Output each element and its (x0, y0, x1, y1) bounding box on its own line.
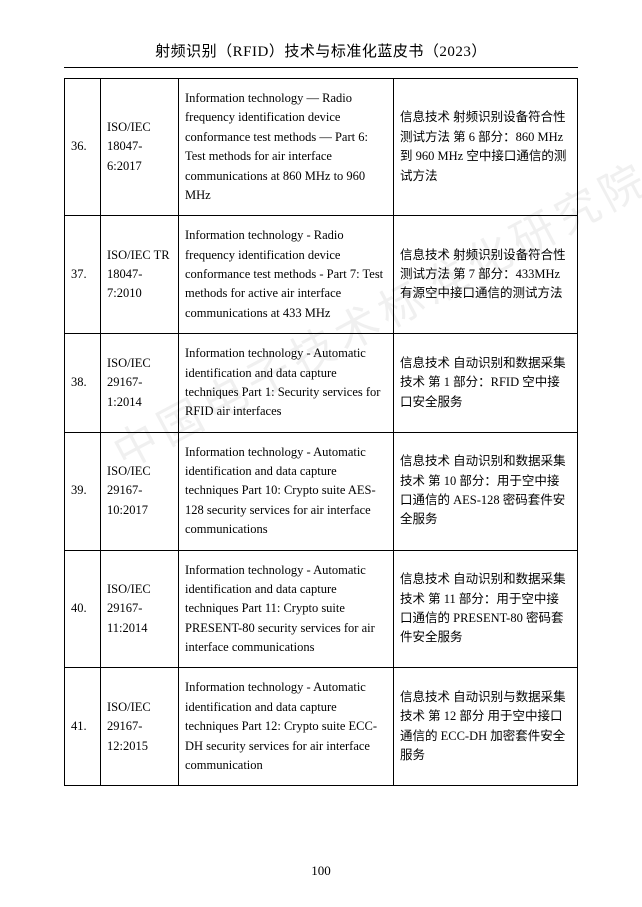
standard-id: ISO/IEC 29167-12:2015 (101, 668, 179, 786)
standards-table-wrap: 36. ISO/IEC 18047-6:2017 Information tec… (64, 78, 578, 786)
standard-id: ISO/IEC 29167-11:2014 (101, 550, 179, 668)
table-row: 40. ISO/IEC 29167-11:2014 Information te… (65, 550, 578, 668)
standards-table: 36. ISO/IEC 18047-6:2017 Information tec… (64, 78, 578, 786)
title-english: Information technology - Automatic ident… (179, 334, 394, 433)
table-row: 41. ISO/IEC 29167-12:2015 Information te… (65, 668, 578, 786)
row-number: 40. (65, 550, 101, 668)
title-english: Information technology - Radio frequency… (179, 216, 394, 334)
table-row: 37. ISO/IEC TR 18047-7:2010 Information … (65, 216, 578, 334)
title-english: Information technology - Automatic ident… (179, 550, 394, 668)
title-chinese: 信息技术 自动识别和数据采集技术 第 11 部分：用于空中接口通信的 PRESE… (394, 550, 578, 668)
standard-id: ISO/IEC TR 18047-7:2010 (101, 216, 179, 334)
table-row: 36. ISO/IEC 18047-6:2017 Information tec… (65, 79, 578, 216)
row-number: 36. (65, 79, 101, 216)
table-row: 38. ISO/IEC 29167-1:2014 Information tec… (65, 334, 578, 433)
row-number: 39. (65, 432, 101, 550)
standard-id: ISO/IEC 29167-10:2017 (101, 432, 179, 550)
row-number: 37. (65, 216, 101, 334)
page-number: 100 (0, 863, 642, 879)
title-english: Information technology - Automatic ident… (179, 432, 394, 550)
standard-id: ISO/IEC 29167-1:2014 (101, 334, 179, 433)
standard-id: ISO/IEC 18047-6:2017 (101, 79, 179, 216)
table-row: 39. ISO/IEC 29167-10:2017 Information te… (65, 432, 578, 550)
standards-table-body: 36. ISO/IEC 18047-6:2017 Information tec… (65, 79, 578, 786)
title-english: Information technology — Radio frequency… (179, 79, 394, 216)
title-english: Information technology - Automatic ident… (179, 668, 394, 786)
row-number: 38. (65, 334, 101, 433)
title-chinese: 信息技术 射频识别设备符合性测试方法 第 7 部分：433MHz 有源空中接口通… (394, 216, 578, 334)
title-chinese: 信息技术 射频识别设备符合性测试方法 第 6 部分：860 MHz 到 960 … (394, 79, 578, 216)
title-chinese: 信息技术 自动识别和数据采集技术 第 1 部分：RFID 空中接口安全服务 (394, 334, 578, 433)
title-chinese: 信息技术 自动识别与数据采集技术 第 12 部分 用于空中接口通信的 ECC-D… (394, 668, 578, 786)
row-number: 41. (65, 668, 101, 786)
title-chinese: 信息技术 自动识别和数据采集技术 第 10 部分：用于空中接口通信的 AES-1… (394, 432, 578, 550)
page-header: 射频识别（RFID）技术与标准化蓝皮书（2023） (64, 40, 578, 68)
